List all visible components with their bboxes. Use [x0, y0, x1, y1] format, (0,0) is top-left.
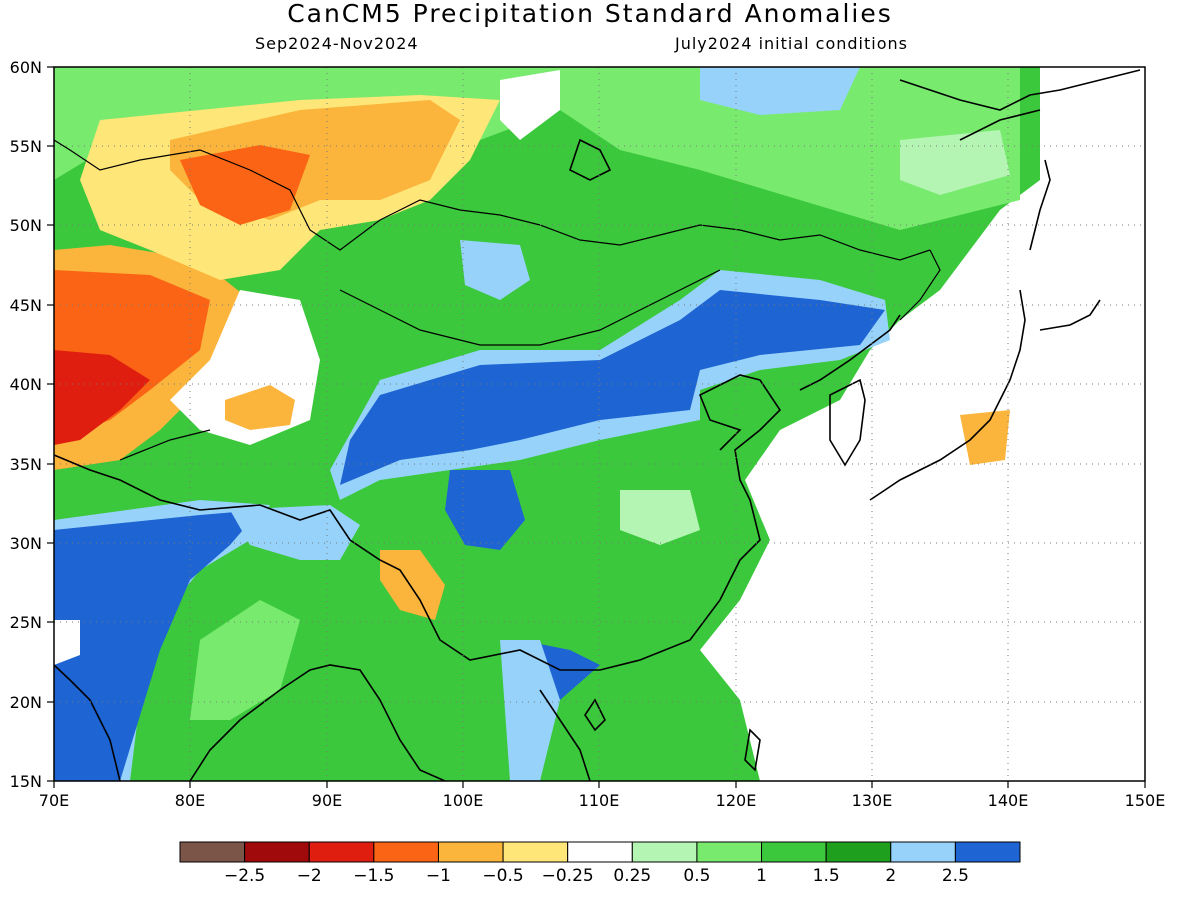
y-tick-label: 50N: [10, 216, 42, 235]
x-tick-label: 120E: [716, 791, 757, 810]
y-tick-label: 45N: [10, 296, 42, 315]
dry-west-red: [54, 350, 150, 445]
colorbar-swatch: [179, 841, 246, 863]
y-tick-label: 25N: [10, 613, 42, 632]
northeast-light-blue: [700, 67, 860, 115]
y-tick-label: 30N: [10, 534, 42, 553]
colorbar-label: −0.5: [482, 866, 523, 886]
colorbar-label: −0.25: [542, 866, 594, 886]
wet-band-blue: [340, 290, 885, 485]
dry-central-orange: [225, 385, 295, 430]
north-light-green: [54, 67, 560, 180]
colorbar-swatch: [308, 841, 375, 863]
colorbar-swatch: [761, 841, 827, 863]
india-white-patch: [54, 620, 80, 665]
x-axis-labels: 70E 80E 90E 100E 110E 120E 130E 140E 150…: [39, 791, 1166, 810]
x-tick-label: 150E: [1125, 791, 1166, 810]
colorbar-swatch: [631, 841, 698, 863]
x-tick-label: 110E: [579, 791, 620, 810]
japan-orange: [960, 410, 1010, 465]
colorbar: [179, 841, 1021, 863]
x-tick-label: 70E: [39, 791, 69, 810]
india-blue: [54, 510, 260, 781]
colorbar-swatch: [437, 841, 504, 863]
dry-north-orange: [180, 145, 310, 225]
colorbar-label: 0.5: [683, 866, 710, 886]
map-title: CanCM5 Precipitation Standard Anomalies: [287, 0, 893, 28]
colorbar-label: 2: [885, 866, 896, 886]
east-china-pale-green: [620, 490, 700, 545]
wet-sichuan-blue: [445, 470, 525, 550]
y-tick-label: 40N: [10, 375, 42, 394]
x-tick-label: 100E: [443, 791, 484, 810]
vietnam-light-blue: [500, 640, 560, 781]
colorbar-swatch: [244, 841, 310, 863]
tibet-light-blue: [230, 505, 360, 560]
colorbar-label: −2: [297, 866, 322, 886]
ocean-area: [700, 67, 1145, 781]
colorbar-label: −2.5: [224, 866, 265, 886]
y-axis-labels: 15N 20N 25N 30N 35N 40N 45N 50N 55N 60N: [10, 58, 42, 791]
north-white-patch: [500, 70, 560, 140]
colorbar-label: 1: [756, 866, 767, 886]
x-tick-label: 90E: [312, 791, 342, 810]
y-tick-label: 60N: [10, 58, 42, 77]
colorbar-swatch: [954, 841, 1021, 863]
mongolia-light-blue: [460, 240, 530, 300]
colorbar-labels: −2.5 −2 −1.5 −1 −0.5 −0.25 0.25 0.5 1 1.5 2 2.5: [224, 866, 969, 886]
colorbar-swatch: [696, 841, 763, 863]
x-tick-label: 130E: [852, 791, 893, 810]
anomaly-field: [54, 67, 1145, 781]
colorbar-label: −1.5: [353, 866, 394, 886]
forecast-period: Sep2024-Nov2024: [255, 34, 419, 53]
northeast-pale-green: [900, 130, 1010, 195]
colorbar-label: −1: [426, 866, 451, 886]
colorbar-label: 1.5: [813, 866, 840, 886]
gridlines: [54, 67, 1145, 781]
colorbar-swatch: [567, 841, 633, 863]
initial-conditions: July2024 initial conditions: [675, 34, 908, 53]
colorbar-swatch: [502, 841, 569, 863]
colorbar-swatch: [825, 841, 892, 863]
colorbar-label: 0.25: [613, 866, 651, 886]
colorbar-swatch: [373, 841, 439, 863]
x-tick-label: 80E: [175, 791, 205, 810]
colorbar-swatch: [890, 841, 956, 863]
y-tick-label: 20N: [10, 693, 42, 712]
colorbar-label: 2.5: [942, 866, 969, 886]
axis-ticks: [47, 66, 1146, 788]
bengal-light-green: [190, 600, 300, 720]
x-tick-label: 140E: [988, 791, 1029, 810]
y-tick-label: 15N: [10, 772, 42, 791]
y-tick-label: 35N: [10, 455, 42, 474]
y-tick-label: 55N: [10, 137, 42, 156]
northeast-light-green: [560, 67, 1020, 230]
